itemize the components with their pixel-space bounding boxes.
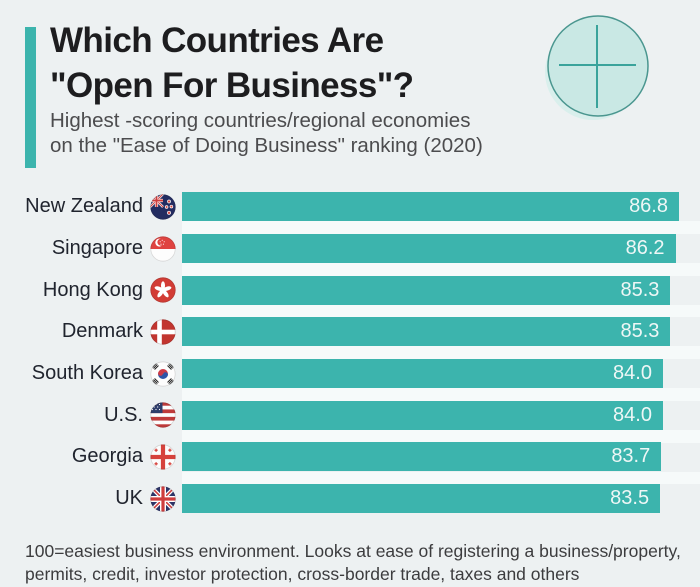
flag-uk-icon xyxy=(150,486,176,512)
bar-row-label-zone: South Korea xyxy=(0,360,182,387)
score-value: 85.3 xyxy=(620,278,660,301)
flag-singapore-icon xyxy=(150,235,176,262)
title-accent-bar xyxy=(25,27,36,168)
score-bar: 83.7 xyxy=(182,442,662,472)
footnote-line2: permits, credit, investor protection, cr… xyxy=(25,564,580,584)
score-bar: 83.5 xyxy=(182,484,661,514)
bar-row-label-zone: Singapore xyxy=(0,235,182,262)
country-label: South Korea xyxy=(31,362,143,385)
bar-row-label-zone: Hong Kong xyxy=(0,277,182,303)
flag-us-icon xyxy=(150,402,176,428)
bar-row: Denmark 85.3 xyxy=(0,311,700,353)
row-separator-strip xyxy=(182,429,700,443)
score-bar: 85.3 xyxy=(182,275,671,305)
score-bar: 86.8 xyxy=(182,192,679,222)
flag-georgia-icon xyxy=(150,444,176,470)
bar-track: 86.8 xyxy=(182,192,679,222)
subtitle-line2: on the "Ease of Doing Business" ranking … xyxy=(50,134,483,157)
score-value: 85.3 xyxy=(620,320,660,343)
score-bar: 84.0 xyxy=(182,359,663,389)
flag-hong-kong-icon xyxy=(150,277,176,303)
bar-row: South Korea 84.0 xyxy=(0,353,700,395)
score-value: 83.5 xyxy=(610,487,650,510)
bar-row-label-zone: New Zealand xyxy=(0,194,182,220)
flag-us-icon xyxy=(150,402,176,428)
flag-denmark-icon xyxy=(150,319,176,345)
flag-hong-kong-icon xyxy=(150,277,176,303)
country-label: Georgia xyxy=(71,445,143,468)
header: Which Countries Are "Open For Business"?… xyxy=(0,0,700,186)
bar-row: U.S. 84.0 xyxy=(0,394,700,436)
country-label: New Zealand xyxy=(25,195,143,218)
bar-track: 83.7 xyxy=(182,442,679,472)
row-separator-strip xyxy=(182,263,700,276)
score-value: 83.7 xyxy=(611,445,651,468)
bar-row-label-zone: U.S. xyxy=(0,402,182,428)
flag-south-korea-icon xyxy=(150,360,176,387)
bar-row-label-zone: Georgia xyxy=(0,444,182,470)
flag-denmark-icon xyxy=(150,319,176,345)
row-separator-strip xyxy=(182,471,700,485)
flag-south-korea-icon xyxy=(150,360,176,387)
score-value: 86.2 xyxy=(625,237,665,260)
bar-row: Georgia 83.7 xyxy=(0,436,700,478)
bar-track: 86.2 xyxy=(182,234,679,264)
bar-track: 84.0 xyxy=(182,359,679,389)
score-bar: 84.0 xyxy=(182,400,663,430)
bar-track: 85.3 xyxy=(182,317,679,347)
row-separator-strip xyxy=(182,346,700,360)
country-label: Singapore xyxy=(51,237,143,260)
bar-row-label-zone: UK xyxy=(0,486,182,512)
bar-row: New Zealand 86.8 xyxy=(0,186,700,228)
flag-new-zealand-icon xyxy=(150,194,176,220)
title-block: Which Countries Are "Open For Business"?… xyxy=(50,18,483,158)
country-label: Denmark xyxy=(61,320,143,343)
footnote: 100=easiest business environment. Looks … xyxy=(25,540,700,587)
score-bar: 85.3 xyxy=(182,317,671,347)
flag-uk-icon xyxy=(150,486,176,512)
country-label: UK xyxy=(115,487,143,510)
bar-chart: New Zealand 86.8 Singapore 86.2 xyxy=(0,186,700,520)
flag-new-zealand-icon xyxy=(150,194,176,220)
score-value: 84.0 xyxy=(613,362,652,385)
bar-row: Hong Kong 85.3 xyxy=(0,269,700,311)
bar-track: 85.3 xyxy=(182,275,679,305)
footnote-line1: 100=easiest business environment. Looks … xyxy=(25,540,681,561)
bar-track: 83.5 xyxy=(182,484,679,514)
score-value: 86.8 xyxy=(629,195,668,218)
subtitle-line1: Highest -scoring countries/regional econ… xyxy=(50,109,471,132)
score-bar: 86.2 xyxy=(182,234,676,264)
page-title-line1: Which Countries Are xyxy=(50,21,384,60)
circle-plus-icon xyxy=(545,15,649,120)
bar-row: UK 83.5 xyxy=(0,478,700,520)
country-label: U.S. xyxy=(104,403,143,426)
row-separator-strip xyxy=(182,221,700,235)
page-title-line2: "Open For Business"? xyxy=(50,66,414,105)
score-value: 84.0 xyxy=(613,403,652,426)
bar-track: 84.0 xyxy=(182,400,679,430)
flag-singapore-icon xyxy=(150,235,176,262)
row-separator-strip xyxy=(182,388,700,401)
country-label: Hong Kong xyxy=(42,278,143,301)
bar-row: Singapore 86.2 xyxy=(0,228,700,270)
flag-georgia-icon xyxy=(150,444,176,470)
row-separator-strip xyxy=(182,304,700,318)
bar-row-label-zone: Denmark xyxy=(0,319,182,345)
